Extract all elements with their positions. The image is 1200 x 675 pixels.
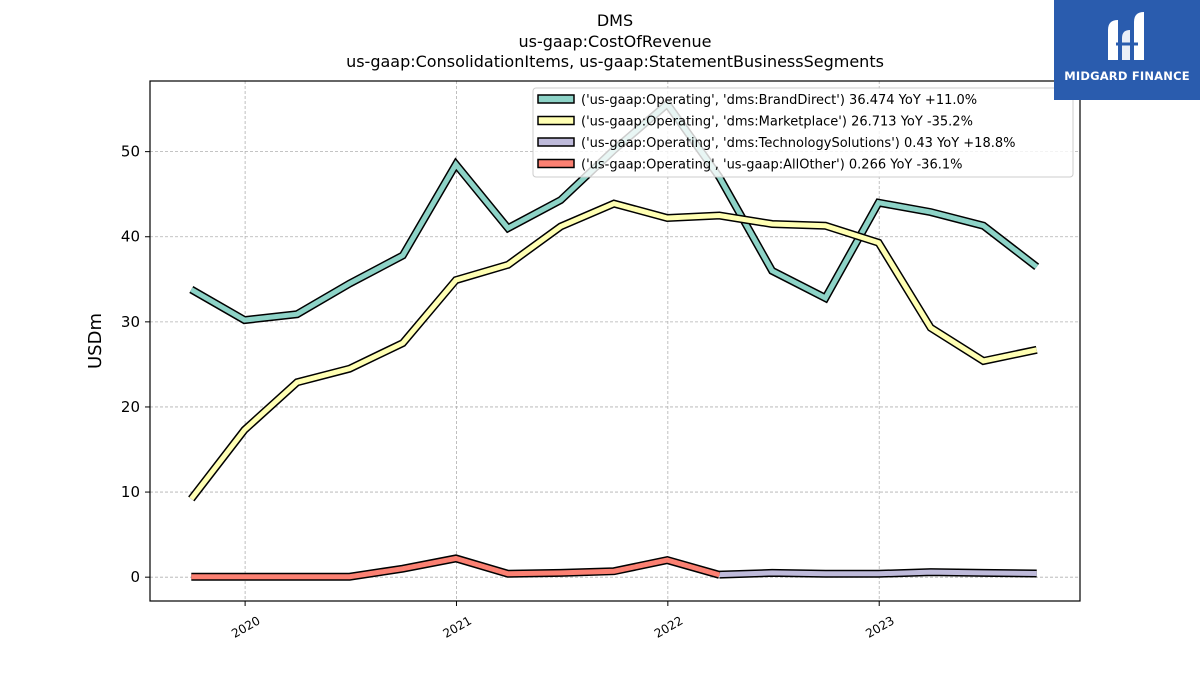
chart-title-line: DMS (597, 11, 633, 30)
y-axis-label: USDm (85, 313, 106, 369)
x-axis: 2020 2021 2022 2023 (229, 601, 897, 641)
logo-text: MIDGARD FINANCE (1064, 69, 1190, 83)
series-line (719, 568, 1037, 579)
legend: ('us-gaap:Operating', 'dms:BrandDirect')… (532, 87, 1074, 178)
series-line-stroke (191, 555, 721, 580)
plot-frame (149, 80, 1081, 602)
y-tick-label: 40 (121, 228, 140, 246)
series-line-outline (188, 199, 1038, 502)
legend-label: ('us-gaap:Operating', 'dms:Marketplace')… (581, 115, 973, 130)
chart-title-line: us-gaap:ConsolidationItems, us-gaap:Stat… (346, 52, 884, 71)
y-tick-label: 30 (121, 313, 140, 331)
series-line-stroke (719, 569, 1037, 578)
legend-item: ('us-gaap:Operating', 'dms:BrandDirect')… (537, 93, 977, 108)
x-tick-label: 2021 (441, 613, 474, 640)
logo: MIDGARD FINANCE (1054, 0, 1200, 100)
y-tick-label: 10 (121, 483, 140, 501)
chart-title: DMS us-gaap:CostOfRevenue us-gaap:Consol… (346, 11, 884, 71)
legend-swatch (537, 94, 575, 104)
legend-label: ('us-gaap:Operating', 'dms:TechnologySol… (581, 136, 1015, 151)
legend-item: ('us-gaap:Operating', 'dms:TechnologySol… (537, 136, 1015, 151)
legend-swatch (537, 115, 575, 126)
legend-box (532, 87, 1074, 178)
legend-swatch (537, 158, 575, 169)
logo-mark-icon (1108, 12, 1144, 60)
series-line (188, 199, 1038, 502)
x-tick-label: 2023 (863, 613, 896, 640)
series-line-stroke (189, 200, 1038, 501)
x-tick-label: 2022 (652, 613, 685, 640)
y-axis: 0 10 20 30 40 50 (121, 143, 150, 586)
legend-swatch (537, 137, 575, 147)
legend-item: ('us-gaap:Operating', 'us-gaap:AllOther'… (537, 158, 962, 173)
y-tick-label: 50 (121, 143, 140, 161)
legend-item: ('us-gaap:Operating', 'dms:Marketplace')… (537, 115, 973, 130)
y-tick-label: 0 (130, 568, 140, 586)
legend-label: ('us-gaap:Operating', 'us-gaap:AllOther'… (581, 158, 962, 173)
chart-title-line: us-gaap:CostOfRevenue (518, 32, 711, 51)
y-tick-label: 20 (121, 398, 140, 416)
legend-label: ('us-gaap:Operating', 'dms:BrandDirect')… (581, 93, 977, 108)
series-line (191, 554, 721, 581)
x-tick-label: 2020 (229, 613, 262, 640)
